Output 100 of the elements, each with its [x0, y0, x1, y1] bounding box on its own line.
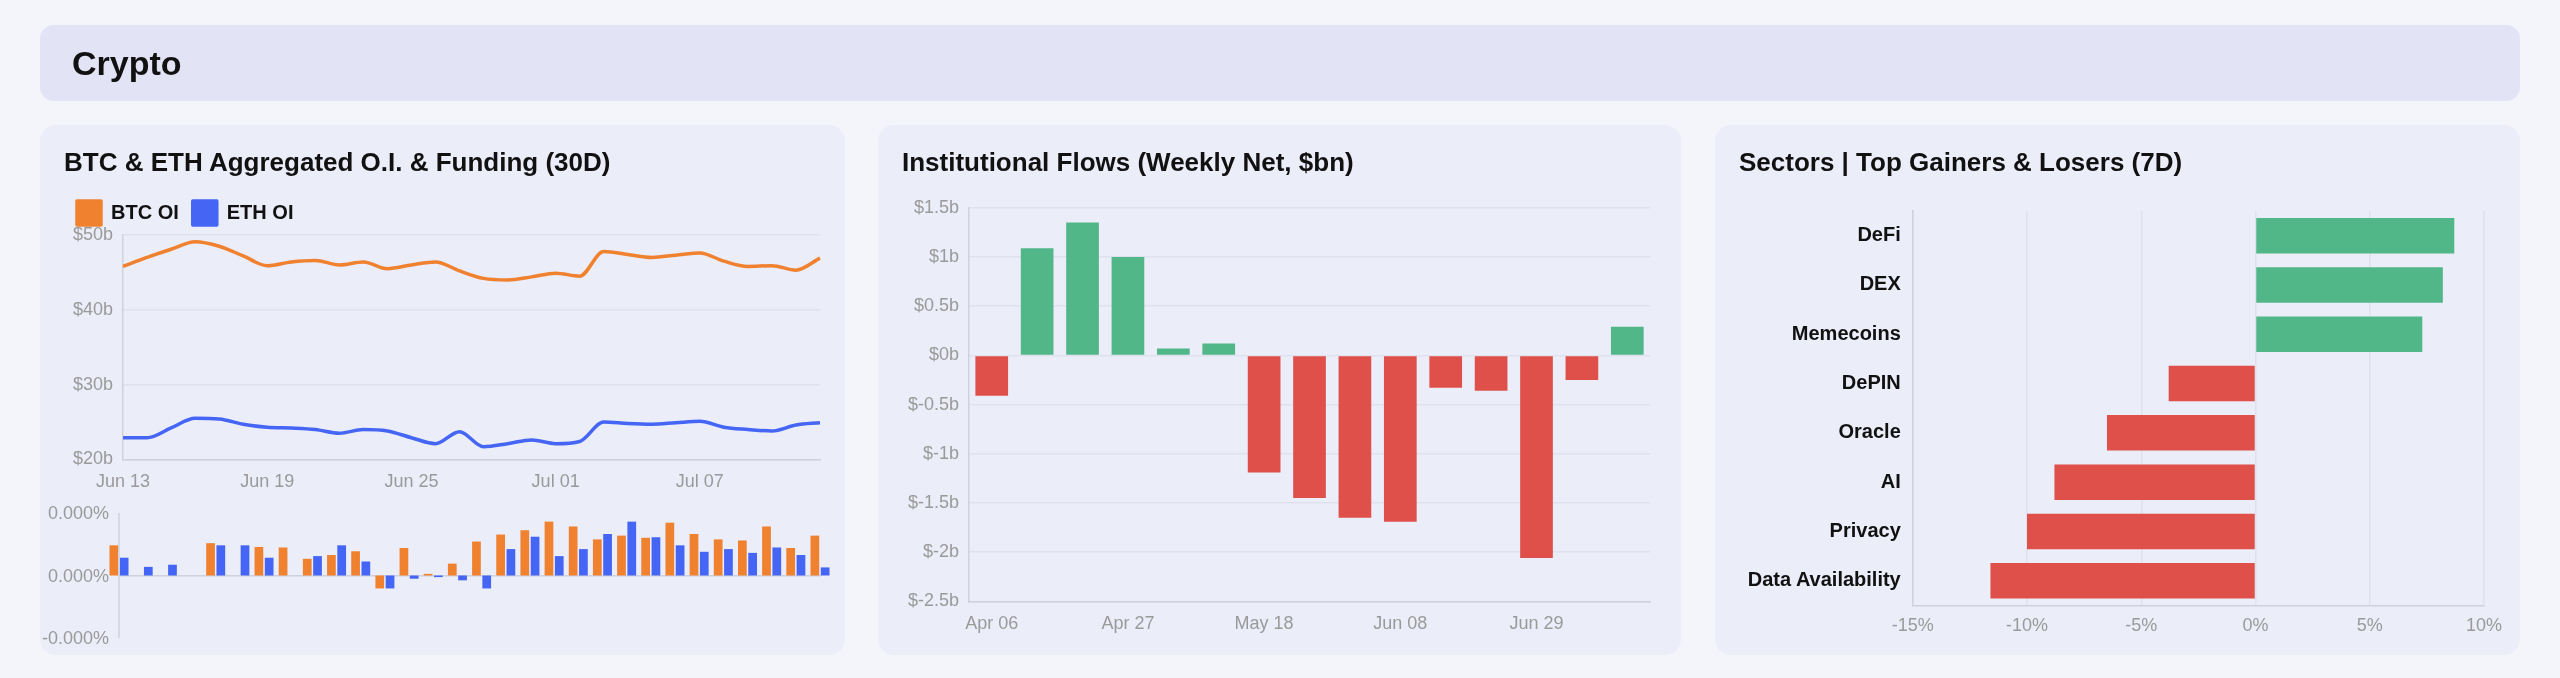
- bar: [592, 539, 602, 576]
- x-tick-label: 5%: [2356, 615, 2383, 636]
- y-tick-label: $1b: [928, 245, 960, 266]
- bar: [206, 543, 215, 576]
- x-tick-label: -10%: [2005, 615, 2049, 636]
- chart-title: Institutional Flows (Weekly Net, $bn): [902, 147, 1354, 178]
- bar: [796, 555, 806, 576]
- y-tick-label: $-2.5b: [907, 590, 960, 611]
- x-tick-label: Jun 19: [240, 471, 295, 492]
- bar: [447, 563, 457, 576]
- bar: [786, 548, 796, 576]
- bar: [762, 526, 771, 576]
- bar: [713, 539, 723, 576]
- bar: [1066, 222, 1099, 355]
- y-tick-label: $1.5b: [913, 196, 960, 217]
- bar: [1202, 343, 1236, 355]
- x-tick-label: 10%: [2465, 615, 2502, 636]
- bar: [278, 547, 288, 576]
- line-series: [121, 416, 822, 449]
- bar: [1293, 356, 1326, 499]
- bar: [1338, 356, 1372, 518]
- chart-title: Sectors | Top Gainers & Losers (7D): [1739, 147, 2183, 178]
- legend-label: ETH OI: [226, 200, 294, 223]
- x-tick-label: Jul 07: [675, 471, 724, 492]
- bar: [482, 575, 492, 589]
- x-tick-label: Jun 29: [1509, 613, 1564, 634]
- bar: [699, 551, 709, 576]
- bar: [651, 537, 661, 576]
- bar: [240, 545, 250, 576]
- bar: [665, 522, 675, 576]
- bar: [1020, 248, 1054, 355]
- bar: [1429, 356, 1463, 388]
- bar: [689, 534, 699, 576]
- bar: [302, 558, 312, 576]
- bar: [327, 555, 336, 576]
- bar: [2054, 464, 2255, 500]
- line-series: [121, 239, 822, 282]
- bar: [568, 526, 578, 576]
- bar: [119, 557, 129, 576]
- bar: [737, 540, 747, 576]
- bar: [772, 547, 782, 576]
- bar: [1520, 356, 1553, 559]
- bar: [617, 535, 626, 576]
- y-tick-label: $-1.5b: [907, 491, 960, 512]
- x-tick-label: 0%: [2242, 615, 2269, 636]
- x-tick-label: Jul 01: [531, 471, 580, 492]
- bar: [544, 521, 554, 576]
- bar: [506, 549, 516, 576]
- bar: [2256, 267, 2443, 303]
- bar: [627, 521, 637, 576]
- bar: [264, 557, 274, 576]
- bar: [313, 556, 322, 576]
- bar: [1990, 563, 2255, 599]
- y-tick-label: $0.5b: [913, 295, 960, 316]
- y-tick-label: AI: [1880, 469, 1901, 492]
- bar: [1247, 356, 1281, 473]
- text: 0.000%: [47, 502, 109, 524]
- bar: [724, 549, 733, 576]
- bar: [1111, 257, 1145, 355]
- chart-title: BTC & ETH Aggregated O.I. & Funding (30D): [64, 147, 611, 178]
- bar: [748, 552, 757, 576]
- y-tick-label: $0b: [928, 344, 960, 365]
- bar: [554, 556, 564, 576]
- bar: [361, 561, 371, 576]
- bar: [820, 567, 830, 576]
- y-tick-label: Data Availability: [1747, 568, 1902, 591]
- x-tick-label: -5%: [2125, 615, 2158, 636]
- x-tick-label: Apr 06: [965, 613, 1019, 634]
- bar: [143, 566, 153, 576]
- bar: [168, 564, 177, 576]
- x-tick-label: -15%: [1891, 615, 1934, 636]
- bar: [530, 536, 540, 576]
- x-tick-label: Jun 13: [96, 471, 151, 492]
- bar: [1474, 356, 1508, 391]
- bar: [409, 575, 419, 579]
- bar: [2256, 217, 2455, 254]
- bar: [1565, 356, 1599, 380]
- legend-label: BTC OI: [111, 200, 179, 223]
- bar: [1610, 326, 1644, 355]
- bar: [975, 356, 1009, 396]
- x-tick-label: Jun 25: [384, 471, 439, 492]
- y-tick-label: $-2b: [923, 541, 960, 562]
- bar: [496, 534, 505, 576]
- y-tick-label: DeFi: [1857, 223, 1901, 246]
- bar: [1156, 348, 1190, 355]
- bar: [641, 537, 651, 576]
- bar: [2106, 415, 2255, 451]
- x-tick-label: Jun 08: [1373, 613, 1428, 634]
- x-tick-label: May 18: [1234, 613, 1294, 634]
- bar: [472, 541, 481, 576]
- y-tick-label: $20b: [73, 448, 114, 469]
- bar: [399, 548, 409, 576]
- bar: [675, 545, 685, 576]
- text: Crypto: [40, 25, 2520, 101]
- y-tick-label: Privacy: [1829, 518, 1902, 541]
- bar: [2027, 513, 2255, 550]
- bar: [810, 535, 820, 576]
- bar: [375, 575, 385, 589]
- y-tick-label: DEX: [1859, 272, 1902, 295]
- y-tick-label: DePIN: [1841, 371, 1901, 394]
